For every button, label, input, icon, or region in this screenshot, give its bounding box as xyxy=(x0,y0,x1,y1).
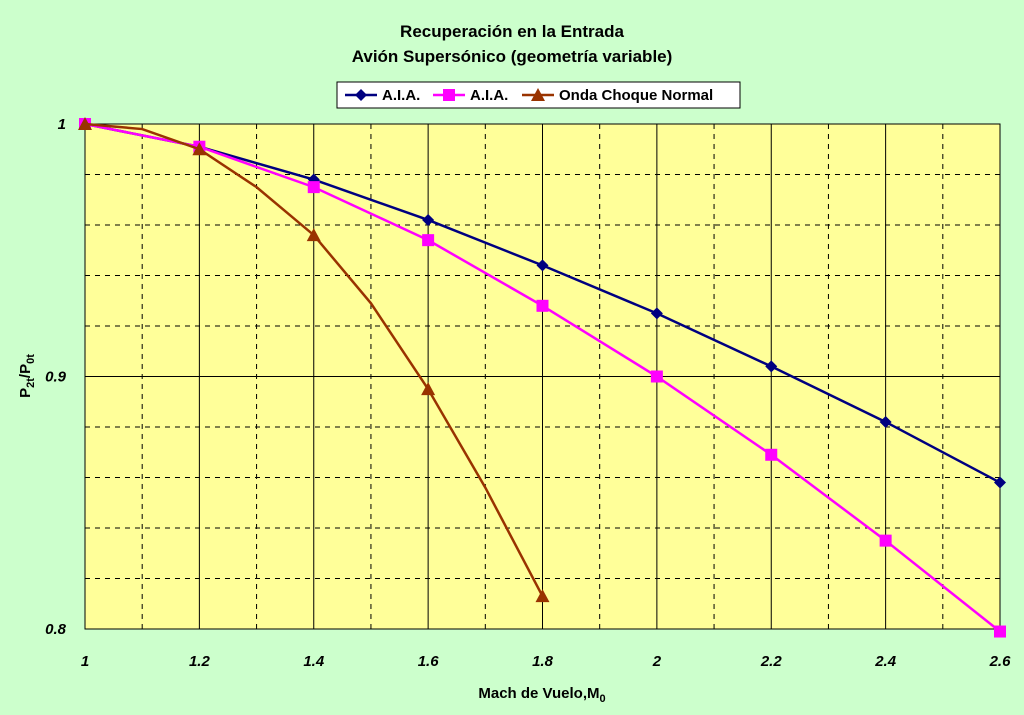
chart-subtitle: Avión Supersónico (geometría variable) xyxy=(352,47,673,66)
legend-marker xyxy=(531,88,545,101)
data-point xyxy=(535,589,550,603)
legend-label: A.I.A. xyxy=(382,87,420,104)
y-tick-label: 1 xyxy=(58,116,66,133)
data-point xyxy=(422,213,435,226)
legend-items: A.I.A. A.I.A. Onda Choque Normal xyxy=(345,87,713,104)
data-point xyxy=(994,476,1006,489)
x-axis-label-main: Mach de Vuelo,M xyxy=(478,685,599,702)
data-point xyxy=(536,259,549,272)
series-layer xyxy=(78,117,1006,638)
data-point xyxy=(879,415,892,428)
data-point xyxy=(650,370,663,383)
legend-marker xyxy=(443,89,455,101)
data-point xyxy=(536,299,549,312)
minor-grid xyxy=(85,124,1000,629)
data-point xyxy=(307,181,320,194)
legend-item: Onda Choque Normal xyxy=(522,87,713,104)
legend: A.I.A. A.I.A. Onda Choque Normal xyxy=(336,81,741,109)
chart-title: Recuperación en la Entrada xyxy=(400,22,624,41)
legend-label: A.I.A. xyxy=(470,87,508,104)
x-tick-label: 1.2 xyxy=(189,653,211,670)
data-point xyxy=(765,360,778,373)
x-tick-label: 1.8 xyxy=(532,653,554,670)
plot-border xyxy=(84,123,1001,630)
data-point xyxy=(192,142,207,156)
data-point xyxy=(421,382,436,396)
data-point xyxy=(650,307,663,320)
legend-box xyxy=(336,81,741,109)
legend-marker xyxy=(355,89,367,101)
data-point xyxy=(765,448,778,461)
y-tick-labels: 0.8 0.9 1 xyxy=(45,116,67,638)
data-point xyxy=(422,234,435,247)
series-3 xyxy=(78,117,550,603)
y-tick-label: 0.8 xyxy=(45,621,67,638)
x-tick-label: 2.4 xyxy=(874,653,897,670)
data-point xyxy=(994,625,1006,638)
x-tick-label: 1 xyxy=(81,653,89,670)
x-tick-label: 1.6 xyxy=(418,653,440,670)
x-tick-label: 2.6 xyxy=(989,653,1012,670)
x-tick-label: 1.4 xyxy=(303,653,325,670)
legend-item: A.I.A. xyxy=(345,87,420,104)
x-tick-label: 2 xyxy=(652,653,662,670)
data-point xyxy=(879,534,892,547)
x-axis-label: Mach de Vuelo,M0 xyxy=(478,685,605,705)
y-tick-label: 0.9 xyxy=(45,369,67,386)
x-tick-label: 2.2 xyxy=(760,653,783,670)
y-axis-label: P2t/P0t xyxy=(17,354,37,398)
legend-item: A.I.A. xyxy=(433,87,508,104)
y-axis-label-main: P xyxy=(17,388,34,398)
y-axis-label-sub1: 2t xyxy=(25,378,37,388)
data-point xyxy=(78,117,92,130)
data-point xyxy=(306,228,321,242)
y-axis-label-mid: /P xyxy=(17,364,34,378)
y-axis-label-sub2: 0t xyxy=(25,354,37,364)
x-axis-label-sub: 0 xyxy=(600,693,606,705)
x-tick-labels: 1 1.2 1.4 1.6 1.8 2 2.2 2.4 2.6 xyxy=(81,653,1011,670)
legend-label: Onda Choque Normal xyxy=(559,87,713,104)
